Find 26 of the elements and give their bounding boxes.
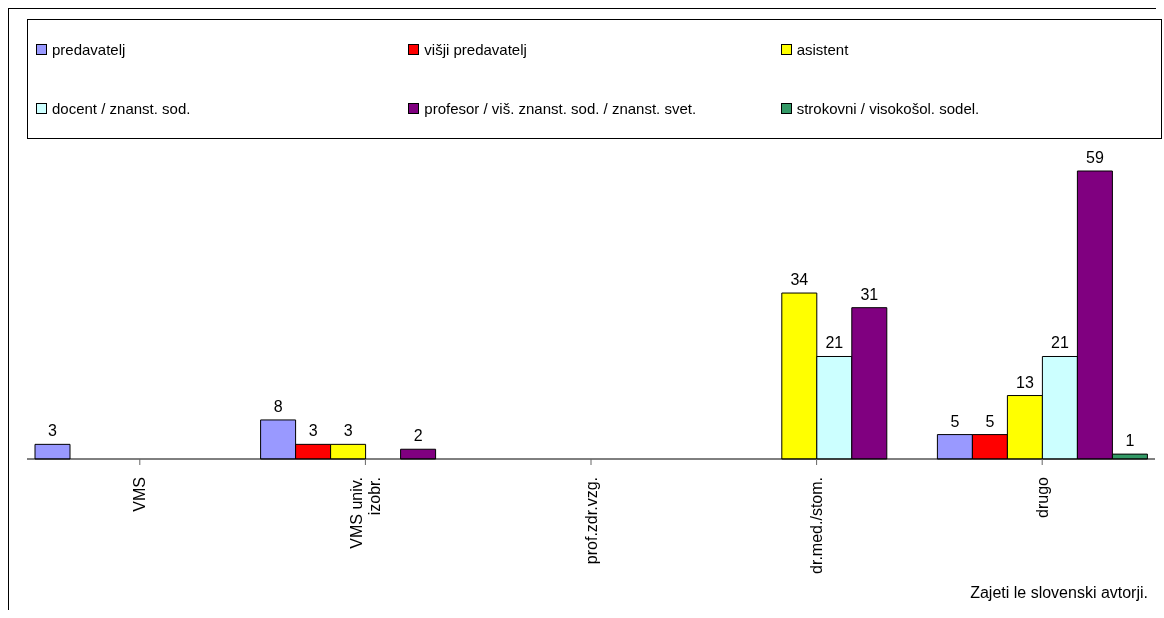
data-label: 3 [343,422,353,440]
data-label: 31 [860,285,879,303]
data-label: 1 [1125,432,1135,450]
x-tick-label: VMS univ. izobr. [347,477,384,549]
data-label: 2 [413,427,423,445]
x-tick-label: drugo [1033,476,1051,518]
legend-label: strokovni / visokošol. sodel. [796,100,980,117]
text: Zajeti le slovenski avtorji. [970,584,1148,602]
data-label: 59 [1086,149,1104,166]
data-label: 13 [1016,373,1034,391]
x-tick-label: dr.med./stom. [808,477,826,574]
x-tick-label: VMS [131,477,149,512]
data-label: 3 [48,422,58,440]
data-label: 5 [950,412,960,430]
legend-label: predavatelj [52,41,126,58]
data-label: 21 [1051,334,1069,352]
data-label: 3 [308,422,318,440]
legend-label: višji predavatelj [424,41,527,58]
legend-label: asistent [796,41,849,58]
data-label: 34 [790,271,809,289]
legend-label: docent / znanst. sod. [52,100,191,117]
data-label: 8 [273,397,283,415]
legend-label: profesor / viš. znanst. sod. / znanst. svet. [424,100,697,117]
data-label: 21 [825,334,844,352]
x-tick-label: prof.zdr.vzg. [582,477,600,565]
data-label: 5 [985,412,995,430]
